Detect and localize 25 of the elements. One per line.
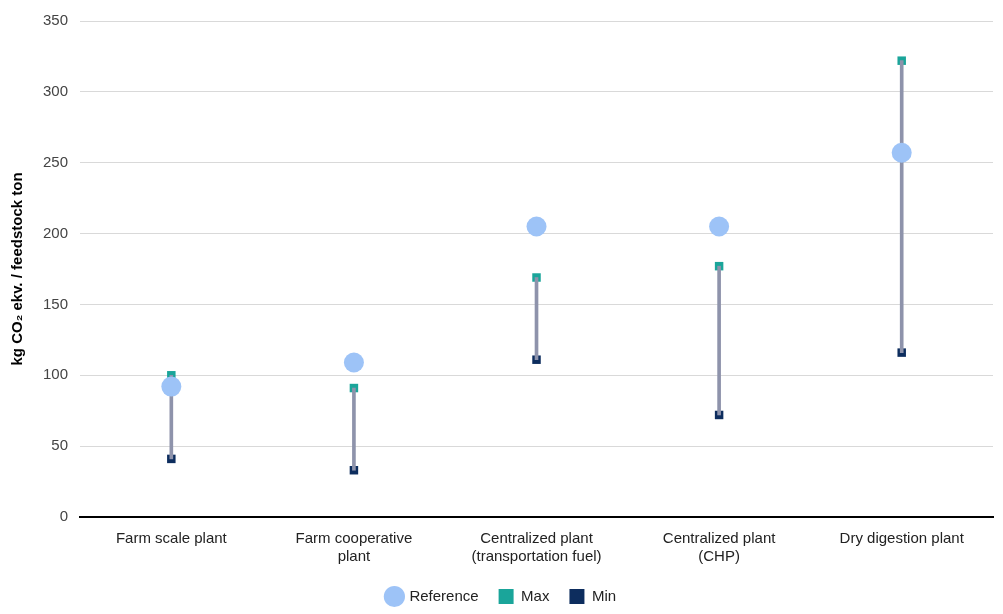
y-tick-label: 200	[43, 223, 69, 241]
legend-label: Reference	[409, 586, 479, 604]
x-tick-label: Farm cooperative plant	[295, 529, 413, 565]
x-tick-label: Centralized plant (CHP)	[662, 529, 777, 565]
bar	[899, 60, 904, 353]
y-tick-label: 300	[43, 82, 69, 99]
bar	[352, 387, 356, 471]
point	[161, 376, 182, 397]
point	[891, 142, 912, 163]
x-tick-label: Farm scale plant	[115, 529, 228, 547]
legend-label: Max	[521, 586, 550, 604]
y-tick-label: 250	[43, 152, 69, 170]
y-axis-title: kg CO₂ ekv. / feedstock ton	[8, 172, 26, 366]
legend-label: Min	[591, 586, 617, 604]
point	[709, 216, 730, 237]
x-tick-label: Centralized plant (transportation fuel)	[471, 529, 602, 565]
y-tick-label: 350	[43, 11, 69, 29]
point	[526, 216, 547, 237]
y-tick-label: 150	[43, 294, 69, 312]
y-tick-label: 100	[43, 365, 69, 383]
point	[343, 352, 364, 373]
bar	[717, 265, 721, 416]
y-tick-label: 0	[59, 507, 69, 525]
y-tick-label: 50	[51, 436, 69, 454]
x-tick-label: Dry digestion plant	[839, 529, 965, 547]
